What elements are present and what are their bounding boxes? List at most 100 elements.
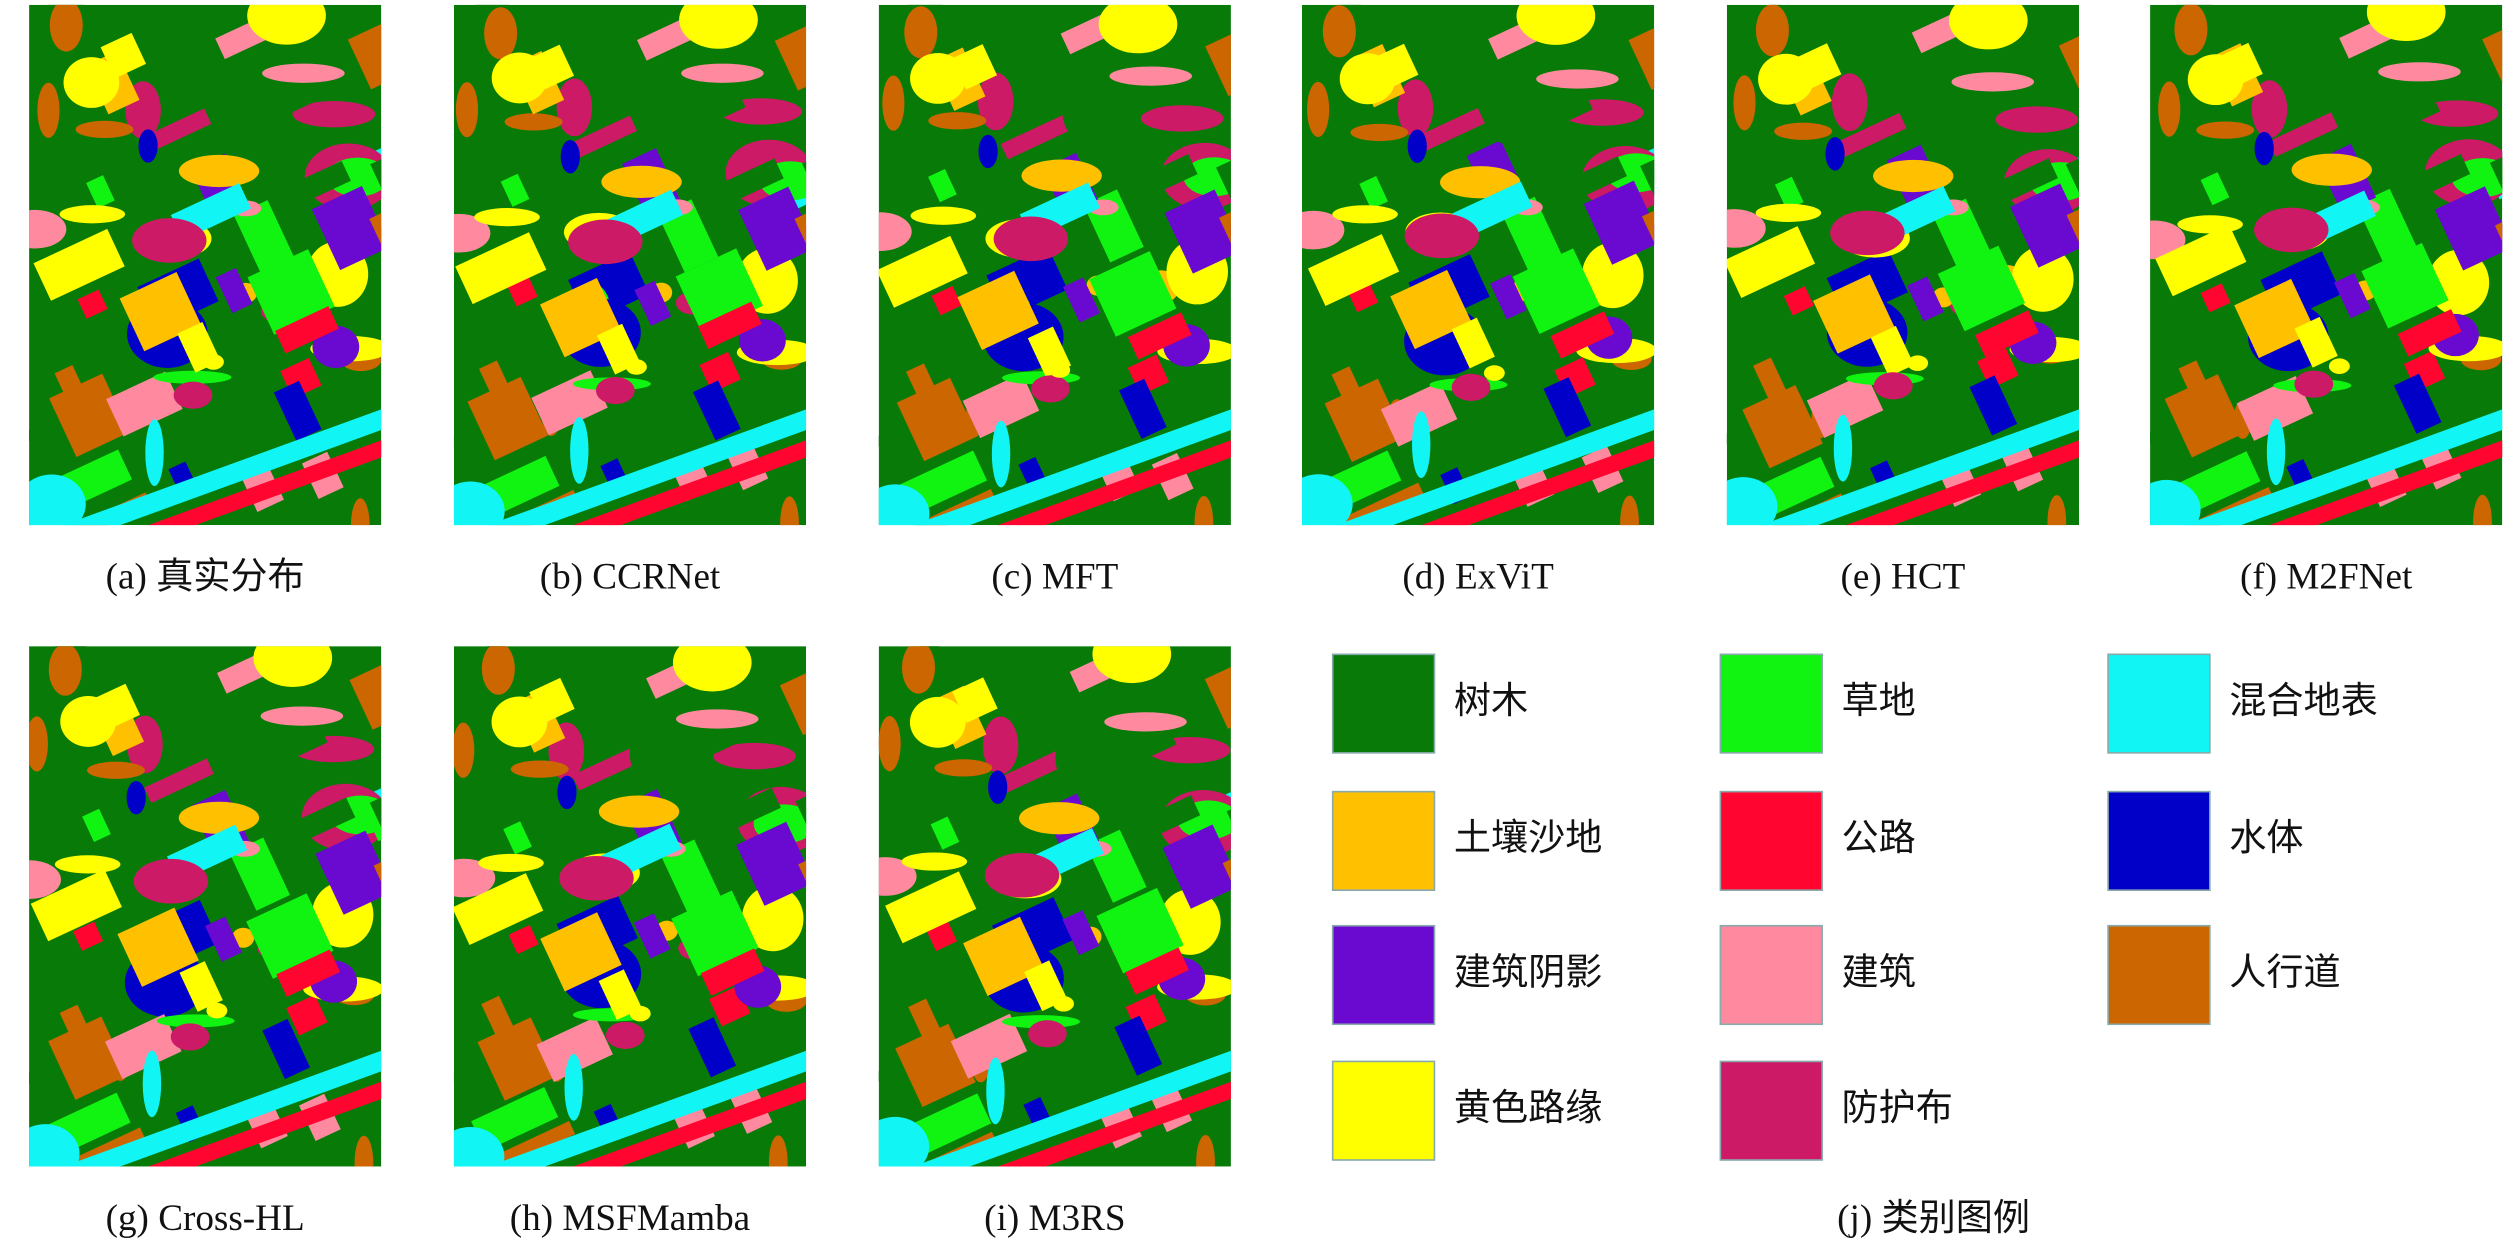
map-patch [1833, 414, 1853, 482]
map-patch [1550, 311, 1615, 359]
map-patch [1331, 366, 1374, 427]
map-patch [504, 113, 563, 131]
map-patch [453, 481, 505, 526]
map-patch [2482, 22, 2503, 90]
map-patch [1726, 477, 1778, 526]
map-patch [699, 351, 741, 393]
map-patch [556, 78, 593, 137]
map-patch [1000, 114, 1071, 160]
map-patch [1831, 73, 1868, 132]
map-patch [1307, 234, 1400, 307]
map-strip [29, 1038, 382, 1167]
map-patch [1987, 158, 2058, 207]
map-patch [1098, 4, 1178, 54]
map-strip [878, 397, 1231, 526]
map-patch [901, 852, 968, 871]
map-patch [491, 52, 548, 104]
map-patch [634, 280, 672, 326]
map-patch [2200, 172, 2230, 206]
map-patch [133, 858, 209, 904]
map-patch [503, 821, 532, 855]
map-patch [508, 924, 539, 955]
map-patch [963, 916, 1045, 996]
map-patch [1127, 312, 1192, 360]
map-patch [878, 484, 930, 526]
map-patch [478, 853, 544, 873]
map-patch [141, 108, 212, 154]
map-patch [1104, 712, 1187, 732]
legend-swatch [2107, 790, 2211, 891]
panel-caption: (i) M3RS [984, 1198, 1125, 1239]
map-patch [2334, 273, 2371, 319]
map-patch [347, 22, 382, 90]
map-patch [479, 360, 522, 421]
map-patch [106, 371, 183, 437]
map-patch [1028, 1020, 1067, 1048]
map-patch [2178, 360, 2221, 421]
classification-map [878, 4, 1231, 526]
map-patch [1226, 794, 1231, 857]
map-patch [1307, 81, 1330, 137]
map-patch [1932, 198, 1993, 272]
map-patch [29, 209, 67, 249]
map-patch [904, 6, 938, 59]
map-patch [977, 72, 1014, 131]
map-patch [2150, 479, 2201, 526]
map-patch [2268, 112, 2339, 157]
legend-label: 草地 [1842, 681, 1916, 722]
map-patch [178, 801, 260, 834]
map-patch [660, 839, 722, 913]
map-patch [928, 112, 987, 130]
map-patch [173, 381, 213, 409]
classification-map [2150, 4, 2503, 526]
map-patch [87, 761, 145, 779]
map-patch [73, 921, 104, 951]
map-patch [1582, 242, 1644, 309]
map-patch [901, 646, 936, 694]
map-strip [453, 424, 807, 526]
map-patch [568, 219, 643, 265]
map-patch [1583, 180, 1655, 265]
panel-caption: (f) M2FNet [2240, 557, 2413, 598]
map-patch [909, 696, 966, 748]
map-patch [119, 272, 202, 352]
legend-label: 黄色路缘 [1454, 1087, 1603, 1129]
map-patch [82, 808, 111, 842]
map-patch [153, 370, 232, 384]
map-patch [993, 216, 1069, 262]
map-patch [126, 780, 146, 815]
map-patch [373, 849, 382, 901]
map-patch [2177, 215, 2243, 234]
map-patch [262, 1018, 311, 1080]
map-patch [878, 212, 912, 251]
map-patch [507, 277, 538, 307]
map-patch [1483, 365, 1505, 381]
map-patch [993, 750, 1064, 796]
map-patch [1302, 474, 1353, 526]
map-patch [1216, 151, 1231, 214]
map-strip [29, 424, 382, 526]
map-patch [1774, 176, 1804, 211]
map-patch [700, 948, 765, 996]
map-patch [1226, 793, 1231, 830]
map-patch [29, 860, 61, 899]
classification-map [1726, 4, 2079, 526]
map-patch [672, 646, 752, 692]
map-patch [774, 23, 807, 91]
map-patch [1092, 646, 1172, 684]
map-patch [1873, 159, 1954, 193]
legend-swatch [1719, 790, 1823, 891]
map-patch [713, 742, 796, 770]
map-patch [29, 716, 48, 772]
map-patch [713, 158, 784, 207]
map-patch [885, 871, 977, 944]
map-patch [2200, 283, 2231, 313]
legend-swatch [2107, 924, 2211, 1026]
map-patch [500, 173, 530, 207]
map-patch [2336, 86, 2374, 142]
map-patch [354, 1135, 374, 1167]
map-patch [806, 159, 856, 195]
map-patch [2187, 54, 2244, 106]
panel-caption: (d) ExViT [1402, 557, 1554, 598]
